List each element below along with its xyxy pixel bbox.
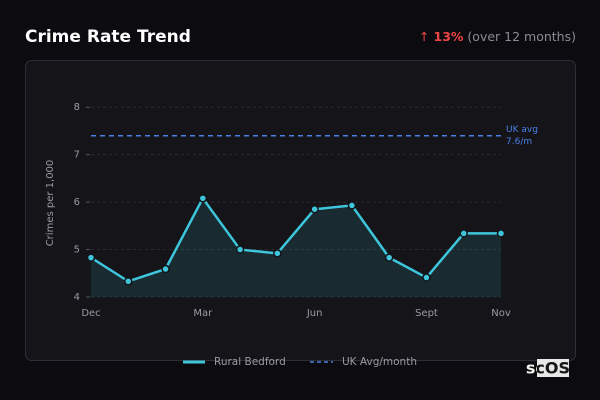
logo-text: scOS: [526, 359, 570, 378]
chart-title: Crime Rate Trend: [25, 27, 191, 47]
point: [347, 201, 357, 210]
x-tick-label: Jun: [306, 308, 323, 319]
point: [86, 253, 96, 262]
logo-box: [537, 359, 569, 377]
reference-label: UK avg: [506, 125, 538, 135]
y-tick-label: 6: [74, 197, 80, 208]
reference-sublabel: 7.6/m: [506, 137, 532, 147]
point: [161, 264, 170, 274]
point: [273, 249, 282, 258]
legend-label: UK Avg/month: [342, 356, 417, 368]
point: [422, 273, 431, 282]
y-axis-label: Crimes per 1,000: [45, 160, 56, 247]
line: [90, 197, 501, 283]
change-value: 13%: [434, 29, 464, 44]
x-tick-label: Dec: [81, 308, 100, 319]
y-tick-label: 4: [74, 292, 80, 303]
x-tick-label: Mar: [193, 308, 213, 319]
x-tick-label: Sept: [415, 308, 438, 319]
point: [235, 245, 245, 254]
area: [91, 198, 501, 297]
change-arrow: ↑: [419, 29, 429, 44]
y-tick-label: 8: [74, 102, 80, 113]
point: [124, 277, 133, 286]
point: [198, 194, 208, 203]
point: [496, 229, 506, 238]
y-tick-label: 5: [74, 245, 80, 256]
logo: scOS: [526, 359, 570, 378]
point: [459, 229, 468, 238]
change-summary: ↑ 13% (over 12 months): [419, 29, 576, 44]
point: [384, 253, 394, 262]
point: [310, 204, 319, 214]
plot: 4 5 6 7 8 Dec Mar Jun Sept Nov UK avg 7.6/m Rural Be…: [74, 102, 538, 368]
x-tick-label: Nov: [491, 308, 511, 319]
change-note: (over 12 months): [467, 29, 576, 44]
legend-label: Rural Bedford: [214, 356, 286, 368]
y-tick-label: 7: [74, 150, 80, 161]
